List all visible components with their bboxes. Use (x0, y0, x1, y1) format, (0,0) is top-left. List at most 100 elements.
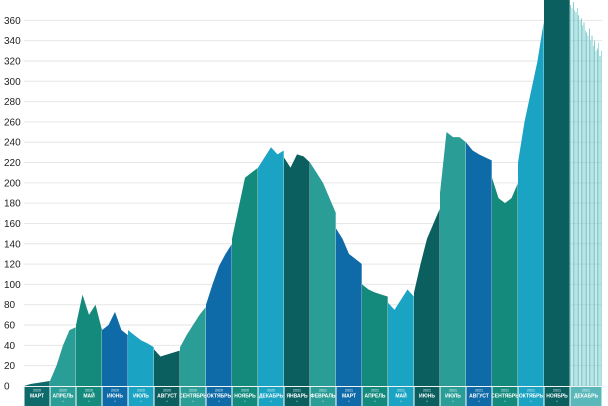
month-name-label: АПРЕЛЬ (53, 394, 74, 400)
month-year-label: 2021 (527, 389, 535, 393)
month-label-tile (102, 387, 128, 406)
y-tick-label: 260 (4, 117, 21, 128)
y-tick-label: 280 (4, 97, 21, 108)
month-count-label: * (452, 400, 454, 404)
month-year-label: 2020 (241, 389, 249, 393)
month-name-label: МАЙ (83, 392, 95, 400)
y-tick-label: 220 (4, 158, 21, 169)
month-segment-area (544, 0, 570, 386)
month-year-label: 2020 (189, 389, 197, 393)
segment-bar (571, 8, 573, 387)
month-year-label: 2020 (85, 389, 93, 393)
month-label-tile (466, 387, 492, 406)
month-name-label: ИЮНЬ (107, 394, 123, 400)
segment-bar (583, 22, 585, 386)
y-tick-label: 240 (4, 138, 21, 149)
month-label-tile (336, 387, 362, 406)
month-count-label: * (270, 400, 272, 404)
month-count-label: * (504, 400, 506, 404)
y-tick-label: 360 (4, 16, 21, 27)
month-segment-area (336, 228, 362, 386)
month-segment-area (258, 147, 284, 386)
month-name-label: ИЮНЬ (419, 394, 435, 400)
month-label-tile (388, 387, 414, 406)
month-segment-area (102, 311, 128, 386)
month-segment-area (154, 349, 180, 386)
month-label-tile (154, 387, 180, 406)
segment-bar (598, 42, 600, 387)
segment-bar (580, 18, 582, 386)
x-axis-month-labels: 2020МАРТ2020АПРЕЛЬ*2020МАЙ*2020ИЮНЬ*2020… (24, 387, 602, 406)
month-year-label: 2021 (293, 389, 301, 393)
month-year-label: 2021 (449, 389, 457, 393)
month-count-label: * (244, 400, 246, 404)
month-segment-area (388, 289, 414, 386)
segment-bar (575, 12, 577, 386)
month-segment-area (492, 177, 518, 386)
month-name-label: ОКТЯБРЬ (207, 394, 232, 400)
y-tick-label: 120 (4, 260, 21, 271)
segment-bar (586, 32, 588, 387)
month-segment-area (24, 380, 50, 386)
month-label-tile (232, 387, 258, 406)
month-year-label: 2020 (111, 389, 119, 393)
month-name-label: ДЕКАБРЬ (574, 394, 598, 400)
segment-bar (576, 8, 578, 387)
segment-bar (590, 40, 592, 386)
month-label-tile (414, 387, 440, 406)
month-count-label: * (140, 400, 142, 404)
month-year-label: 2020 (267, 389, 275, 393)
y-tick-label: 140 (4, 239, 21, 250)
month-label-tile (206, 387, 232, 406)
segment-bar (578, 15, 580, 386)
month-segment-area (414, 208, 440, 386)
month-segment-area (284, 154, 310, 386)
month-label-tile (544, 387, 570, 406)
month-name-label: ФЕВРАЛЬ (311, 394, 336, 400)
month-name-label: МАРТ (30, 394, 44, 400)
month-year-label: 2021 (345, 389, 353, 393)
month-segment-area (440, 132, 466, 386)
month-segment-area (128, 330, 154, 386)
y-tick-label: 160 (4, 219, 21, 230)
y-tick-label: 200 (4, 178, 21, 189)
y-tick-label: 20 (4, 361, 16, 372)
segment-bar (572, 2, 574, 386)
y-tick-label: 300 (4, 77, 21, 88)
month-name-label: ЯНВАРЬ (286, 394, 308, 400)
plot-area (24, 0, 602, 387)
month-name-label: СЕНТЯБРЬ (179, 394, 207, 400)
y-tick-label: 80 (4, 300, 16, 311)
month-name-label: ИЮЛЬ (133, 394, 149, 400)
month-label-tile (24, 387, 50, 406)
month-segment-area (466, 142, 492, 386)
segment-bar (600, 50, 602, 386)
segment-bar (594, 40, 596, 386)
segment-bar (582, 25, 584, 386)
month-year-label: 2021 (553, 389, 561, 393)
month-year-label: 2021 (371, 389, 379, 393)
month-year-label: 2020 (163, 389, 171, 393)
month-label-tile (362, 387, 388, 406)
month-label-tile (492, 387, 518, 406)
y-tick-label: 320 (4, 56, 21, 67)
month-count-label: * (62, 400, 64, 404)
month-label-tile (76, 387, 102, 406)
month-year-label: 2021 (501, 389, 509, 393)
segment-bar (596, 48, 598, 386)
month-label-tile (258, 387, 284, 406)
segment-bar (574, 10, 576, 386)
month-year-label: 2021 (475, 389, 483, 393)
month-label-tile (284, 387, 310, 406)
month-label-tile (440, 387, 466, 406)
month-label-tile (128, 387, 154, 406)
y-tick-label: 340 (4, 36, 21, 47)
month-count-label: * (192, 400, 194, 404)
month-count-label: * (348, 400, 350, 404)
month-name-label: АВГУСТ (469, 394, 489, 400)
month-name-label: АПРЕЛЬ (365, 394, 386, 400)
month-count-label: * (88, 400, 90, 404)
month-count-label: * (114, 400, 116, 404)
month-name-label: МАЙ (395, 392, 407, 400)
month-name-label: ИЮЛЬ (445, 394, 461, 400)
